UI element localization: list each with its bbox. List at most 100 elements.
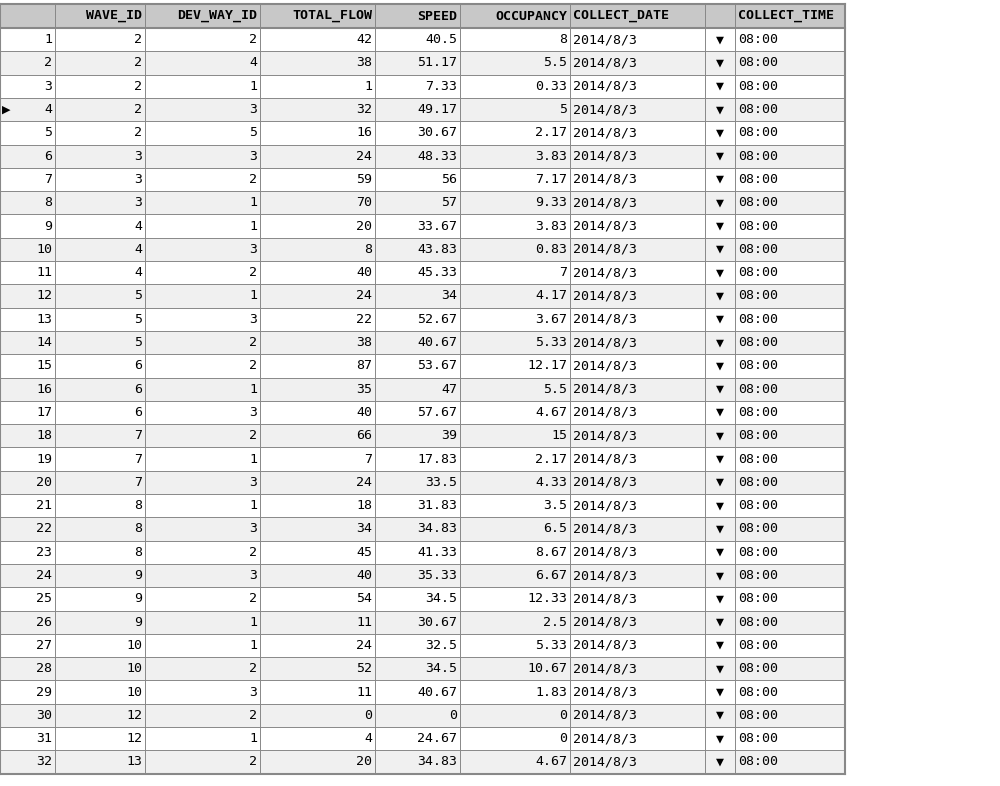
Text: 2014/8/3: 2014/8/3 bbox=[573, 593, 637, 605]
Text: 7: 7 bbox=[559, 266, 567, 279]
Text: 0: 0 bbox=[559, 732, 567, 745]
Bar bbox=[0, 167, 845, 191]
Text: 22: 22 bbox=[36, 523, 52, 535]
Text: 11: 11 bbox=[356, 615, 372, 629]
Text: 57: 57 bbox=[441, 196, 457, 209]
Text: 08:00: 08:00 bbox=[738, 149, 778, 163]
Text: 34: 34 bbox=[356, 523, 372, 535]
Text: 7: 7 bbox=[134, 429, 142, 443]
Text: 35.33: 35.33 bbox=[417, 569, 457, 582]
Text: 24: 24 bbox=[36, 569, 52, 582]
Text: 24.67: 24.67 bbox=[417, 732, 457, 745]
Bar bbox=[0, 587, 845, 611]
Text: 1: 1 bbox=[249, 732, 257, 745]
Text: 3: 3 bbox=[44, 79, 52, 93]
Text: 15: 15 bbox=[36, 359, 52, 373]
Text: 10: 10 bbox=[126, 685, 142, 699]
Text: 35: 35 bbox=[356, 383, 372, 395]
Text: 5.33: 5.33 bbox=[535, 336, 567, 349]
Text: 47: 47 bbox=[441, 383, 457, 395]
Text: 7.33: 7.33 bbox=[425, 79, 457, 93]
Text: 32.5: 32.5 bbox=[425, 639, 457, 652]
Text: 4: 4 bbox=[134, 266, 142, 279]
Text: 0: 0 bbox=[449, 709, 457, 722]
Text: 2014/8/3: 2014/8/3 bbox=[573, 639, 637, 652]
Text: 66: 66 bbox=[356, 429, 372, 443]
Text: 2014/8/3: 2014/8/3 bbox=[573, 755, 637, 769]
Text: 3.83: 3.83 bbox=[535, 219, 567, 233]
Text: 13: 13 bbox=[36, 313, 52, 325]
Text: 08:00: 08:00 bbox=[738, 313, 778, 325]
Text: 24: 24 bbox=[356, 149, 372, 163]
Text: 3: 3 bbox=[134, 173, 142, 186]
Text: 9: 9 bbox=[134, 615, 142, 629]
Text: ▼: ▼ bbox=[716, 79, 724, 93]
Text: ▼: ▼ bbox=[716, 127, 724, 139]
Text: 21: 21 bbox=[36, 499, 52, 512]
Text: 3: 3 bbox=[249, 313, 257, 325]
Text: 12: 12 bbox=[126, 709, 142, 722]
Text: 1: 1 bbox=[249, 196, 257, 209]
Text: SPEED: SPEED bbox=[417, 9, 457, 23]
Text: 34.83: 34.83 bbox=[417, 755, 457, 769]
Text: 4.17: 4.17 bbox=[535, 289, 567, 303]
Text: 7: 7 bbox=[134, 453, 142, 465]
Text: WAVE_ID: WAVE_ID bbox=[86, 9, 142, 23]
Text: 2: 2 bbox=[134, 127, 142, 139]
Text: 08:00: 08:00 bbox=[738, 523, 778, 535]
Bar bbox=[0, 145, 845, 167]
Text: ▼: ▼ bbox=[716, 639, 724, 652]
Text: 2: 2 bbox=[134, 103, 142, 116]
Text: 30.67: 30.67 bbox=[417, 615, 457, 629]
Text: ▶: ▶ bbox=[2, 105, 10, 115]
Text: 08:00: 08:00 bbox=[738, 173, 778, 186]
Text: 08:00: 08:00 bbox=[738, 732, 778, 745]
Text: 9: 9 bbox=[134, 593, 142, 605]
Text: 2014/8/3: 2014/8/3 bbox=[573, 359, 637, 373]
Text: 1: 1 bbox=[249, 383, 257, 395]
Text: 8: 8 bbox=[134, 545, 142, 559]
Text: 52: 52 bbox=[356, 663, 372, 675]
Text: 0: 0 bbox=[559, 709, 567, 722]
Text: 08:00: 08:00 bbox=[738, 453, 778, 465]
Text: 08:00: 08:00 bbox=[738, 406, 778, 419]
Text: 43.83: 43.83 bbox=[417, 243, 457, 256]
Text: 4: 4 bbox=[134, 243, 142, 256]
Text: 4: 4 bbox=[364, 732, 372, 745]
Text: 54: 54 bbox=[356, 593, 372, 605]
Text: 5: 5 bbox=[44, 127, 52, 139]
Text: 15: 15 bbox=[551, 429, 567, 443]
Text: 2014/8/3: 2014/8/3 bbox=[573, 127, 637, 139]
Text: ▼: ▼ bbox=[716, 266, 724, 279]
Text: 1: 1 bbox=[249, 79, 257, 93]
Text: 48.33: 48.33 bbox=[417, 149, 457, 163]
Text: 2014/8/3: 2014/8/3 bbox=[573, 732, 637, 745]
Text: ▼: ▼ bbox=[716, 732, 724, 745]
Text: 49.17: 49.17 bbox=[417, 103, 457, 116]
Text: 8: 8 bbox=[559, 33, 567, 46]
Text: 40: 40 bbox=[356, 406, 372, 419]
Text: 5.5: 5.5 bbox=[543, 383, 567, 395]
Text: 19: 19 bbox=[36, 453, 52, 465]
Text: 45: 45 bbox=[356, 545, 372, 559]
Text: 2: 2 bbox=[249, 33, 257, 46]
Bar bbox=[0, 354, 845, 377]
Text: 2: 2 bbox=[44, 57, 52, 69]
Text: 1: 1 bbox=[249, 289, 257, 303]
Text: 11: 11 bbox=[36, 266, 52, 279]
Text: 08:00: 08:00 bbox=[738, 755, 778, 769]
Text: 25: 25 bbox=[36, 593, 52, 605]
Bar bbox=[0, 564, 845, 587]
Text: 18: 18 bbox=[356, 499, 372, 512]
Text: 8: 8 bbox=[364, 243, 372, 256]
Text: 6: 6 bbox=[44, 149, 52, 163]
Text: 10: 10 bbox=[126, 639, 142, 652]
Text: 9: 9 bbox=[44, 219, 52, 233]
Text: ▼: ▼ bbox=[716, 219, 724, 233]
Text: 3: 3 bbox=[249, 243, 257, 256]
Text: 08:00: 08:00 bbox=[738, 57, 778, 69]
Text: 33.5: 33.5 bbox=[425, 476, 457, 489]
Text: 2: 2 bbox=[134, 33, 142, 46]
Text: 9.33: 9.33 bbox=[535, 196, 567, 209]
Bar bbox=[0, 331, 845, 354]
